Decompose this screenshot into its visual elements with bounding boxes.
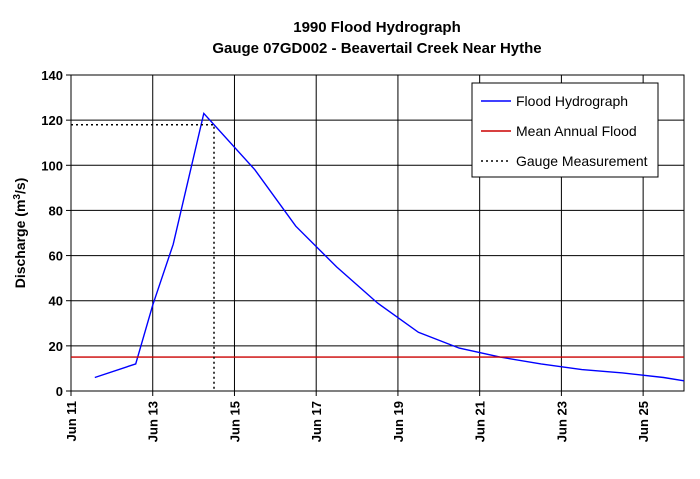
legend-label-mean-annual-flood: Mean Annual Flood — [516, 123, 637, 139]
x-tick-label: Jun 25 — [636, 401, 651, 442]
x-axis-ticks: Jun 11 Jun 13 Jun 15 Jun 17 Jun 19 Jun 21 Jun … — [64, 391, 651, 442]
series-line-flood-hydrograph — [94, 111, 685, 382]
series-group — [71, 111, 685, 391]
chart-title: 1990 Flood Hydrograph — [293, 19, 461, 36]
y-tick-label: 80 — [49, 203, 63, 218]
x-tick-label: Jun 19 — [391, 401, 406, 442]
y-axis-ticks: 0 20 40 60 80 100 120 140 — [41, 68, 71, 399]
y-tick-label: 0 — [56, 384, 63, 399]
y-axis-label-main: Discharge (m — [12, 200, 28, 289]
series-line-gauge-measurement — [71, 123, 215, 391]
y-tick-label: 120 — [41, 113, 63, 128]
legend-label-flood-hydrograph: Flood Hydrograph — [516, 93, 628, 109]
y-tick-label: 100 — [41, 158, 63, 173]
y-axis-label-superscript: 3 — [12, 194, 23, 200]
y-axis-label-end: /s) — [12, 178, 28, 194]
legend: Flood Hydrograph Mean Annual Flood Gauge… — [471, 82, 659, 178]
plot-area — [70, 74, 685, 392]
x-tick-label: Jun 13 — [146, 401, 161, 442]
y-tick-label: 140 — [41, 68, 63, 83]
x-tick-label: Jun 17 — [309, 401, 324, 442]
x-tick-label: Jun 15 — [227, 401, 242, 442]
y-tick-label: 20 — [49, 339, 63, 354]
y-tick-label: 60 — [49, 249, 63, 264]
legend-label-gauge-measurement: Gauge Measurement — [516, 153, 648, 169]
x-tick-label: Jun 23 — [554, 401, 569, 442]
x-tick-label: Jun 11 — [64, 401, 79, 441]
x-tick-label: Jun 21 — [473, 401, 488, 442]
chart-subtitle: Gauge 07GD002 - Beavertail Creek Near Hy… — [212, 40, 541, 57]
y-axis-label: Discharge (m3/s) — [12, 178, 28, 289]
y-tick-label: 40 — [49, 294, 63, 309]
